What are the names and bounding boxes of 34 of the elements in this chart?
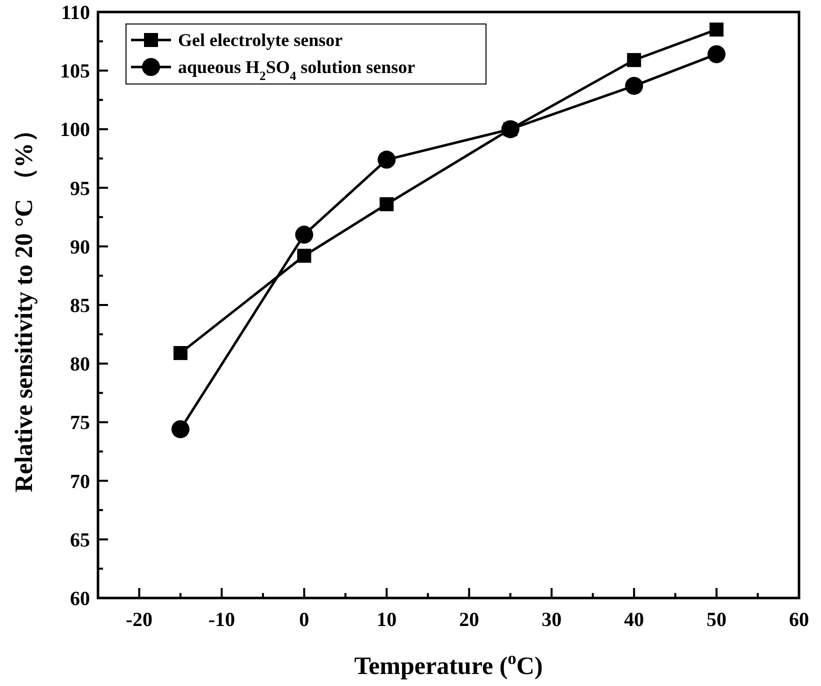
x-tick-label: 10 [376,609,397,631]
point [297,248,312,263]
point [378,150,396,169]
y-tick-label: 95 [70,178,90,200]
y-tick-label: 65 [70,529,90,552]
x-tick-label: -20 [126,609,153,631]
y-tick-label: 100 [60,119,90,142]
point [708,45,726,64]
y-tick-label: 80 [70,354,90,376]
point [171,420,190,438]
legend-label: Gel electrolyte sensor [178,30,343,50]
x-tick-label: 30 [542,609,562,631]
legend-label: aqueous H$_{2}$SO$_{4}$ solution sensor [178,57,416,83]
y-tick-label: 110 [61,2,90,24]
x-tick-label: -10 [208,609,236,631]
x-tick-label: 0 [299,609,310,631]
x-tick-label: 20 [459,609,480,631]
point [380,197,394,212]
point [627,53,642,68]
point [625,76,644,95]
x-tick-label: 40 [624,609,644,631]
y-tick-label: 70 [70,470,90,493]
y-tick-label: 105 [60,60,90,83]
x-axis-title: Temperature ($^{o}$C) [354,648,543,680]
point [173,346,188,360]
x-tick-label: 50 [706,609,727,631]
y-tick-label: 85 [70,295,90,317]
y-tick-label: 75 [70,412,90,434]
point [710,22,724,37]
y-tick-label: 90 [70,236,90,258]
y-tick-label: 60 [70,588,90,610]
point [295,226,314,244]
x-tick-label: 60 [789,609,809,631]
y-axis-title: Relative sensitivity to 20 °C （%） [11,118,38,492]
